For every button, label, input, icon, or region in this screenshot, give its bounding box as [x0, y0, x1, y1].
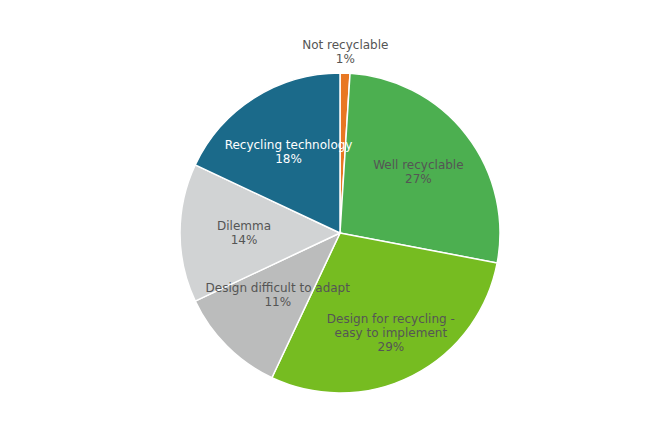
svg-text:Design for recycling -easy to: Design for recycling -easy to implement2…: [327, 312, 455, 354]
svg-text:Recycling technology18%: Recycling technology18%: [225, 138, 353, 166]
svg-text:Well recyclable27%: Well recyclable27%: [373, 158, 463, 186]
svg-text:Dilemma14%: Dilemma14%: [217, 219, 271, 247]
svg-text:Design difficult to adapt11%: Design difficult to adapt11%: [206, 281, 351, 309]
svg-text:Not recyclable1%: Not recyclable1%: [302, 38, 388, 66]
